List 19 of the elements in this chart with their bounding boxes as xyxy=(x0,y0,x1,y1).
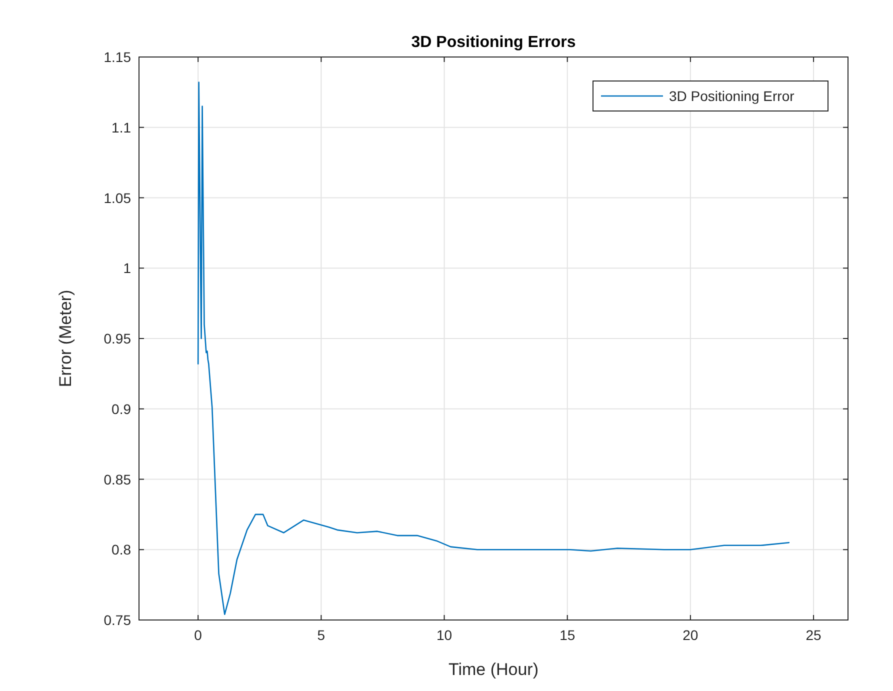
y-tick-label: 1 xyxy=(123,260,132,276)
x-tick-label: 0 xyxy=(194,627,202,643)
x-tick-label: 20 xyxy=(682,627,698,643)
x-tick-label: 25 xyxy=(806,627,822,643)
y-tick-label: 0.8 xyxy=(112,542,132,558)
x-tick-label: 5 xyxy=(317,627,326,643)
chart-title: 3D Positioning Errors xyxy=(411,34,576,51)
y-tick-label: 0.95 xyxy=(104,330,132,346)
y-tick-label: 1.05 xyxy=(104,190,132,206)
x-tick-label: 10 xyxy=(436,627,452,643)
y-tick-label: 0.85 xyxy=(104,471,132,488)
x-axis-title: Time (Hour) xyxy=(448,660,539,679)
legend-label: 3D Positioning Error xyxy=(669,88,795,104)
y-tick-label: 0.75 xyxy=(104,612,132,628)
x-tick-label: 15 xyxy=(560,627,576,643)
y-axis-title: Error (Meter) xyxy=(56,290,75,388)
y-tick-label: 1.1 xyxy=(112,119,132,136)
y-tick-label: 1.15 xyxy=(104,49,132,65)
y-tick-label: 0.9 xyxy=(112,400,132,417)
